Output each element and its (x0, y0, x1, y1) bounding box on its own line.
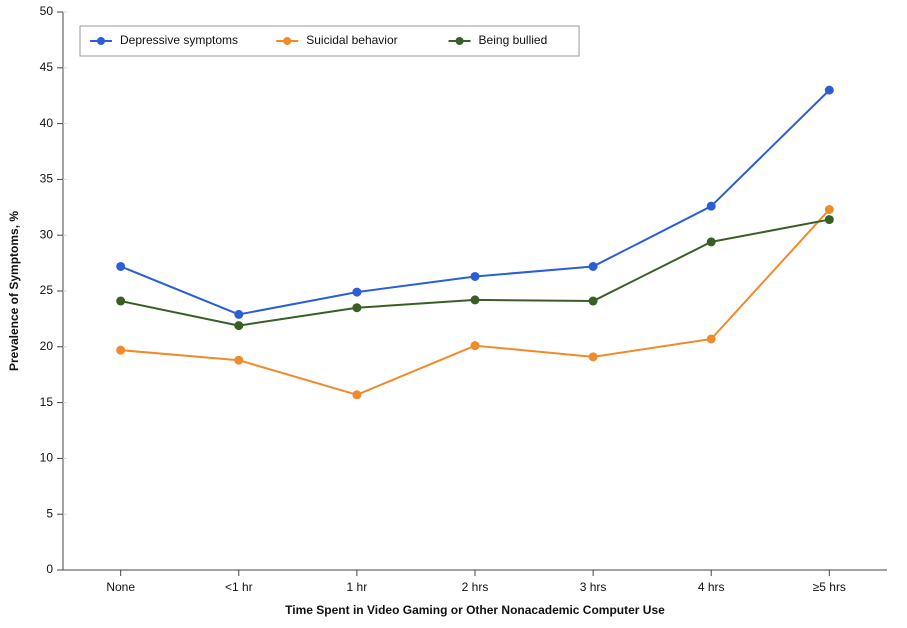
x-tick-label: 4 hrs (698, 580, 725, 594)
y-tick-label: 30 (40, 227, 54, 241)
y-tick-label: 15 (40, 395, 54, 409)
series-marker (471, 342, 479, 350)
y-tick-label: 35 (40, 172, 54, 186)
series-marker (707, 202, 715, 210)
series-marker (353, 391, 361, 399)
series-marker (235, 356, 243, 364)
chart-background (0, 0, 907, 628)
x-tick-label: None (106, 580, 135, 594)
y-tick-label: 0 (46, 562, 53, 576)
x-tick-label: ≥5 hrs (813, 580, 846, 594)
x-axis-label: Time Spent in Video Gaming or Other Nona… (285, 603, 665, 617)
y-tick-label: 50 (40, 4, 54, 18)
series-marker (471, 296, 479, 304)
y-tick-label: 25 (40, 283, 54, 297)
x-tick-label: <1 hr (225, 580, 253, 594)
legend-swatch-marker (283, 37, 291, 45)
series-marker (353, 288, 361, 296)
y-tick-label: 10 (40, 451, 54, 465)
series-marker (825, 86, 833, 94)
chart-container: 0 5 10 15 20 25 30 35 40 45 50 None <1 hr 1 hr 2 hrs 3 … (0, 0, 907, 628)
series-marker (707, 335, 715, 343)
x-tick-label: 2 hrs (462, 580, 489, 594)
series-marker (825, 216, 833, 224)
legend-swatch-marker (456, 37, 464, 45)
series-marker (235, 322, 243, 330)
series-marker (117, 346, 125, 354)
series-marker (471, 272, 479, 280)
series-marker (117, 262, 125, 270)
x-tick-label: 1 hr (347, 580, 368, 594)
series-marker (589, 297, 597, 305)
series-marker (589, 262, 597, 270)
x-tick-label: 3 hrs (580, 580, 607, 594)
y-axis-label: Prevalence of Symptoms, % (7, 211, 21, 371)
y-tick-label: 20 (40, 339, 54, 353)
y-tick-label: 5 (46, 506, 53, 520)
series-marker (117, 297, 125, 305)
legend-item-label: Suicidal behavior (306, 33, 397, 47)
legend-swatch-marker (97, 37, 105, 45)
series-marker (707, 238, 715, 246)
series-marker (235, 310, 243, 318)
legend-item-label: Being bullied (479, 33, 548, 47)
y-tick-label: 40 (40, 116, 54, 130)
y-tick-label: 45 (40, 60, 54, 74)
line-chart: 0 5 10 15 20 25 30 35 40 45 50 None <1 hr 1 hr 2 hrs 3 … (0, 0, 907, 628)
series-marker (825, 206, 833, 214)
series-marker (353, 304, 361, 312)
series-marker (589, 353, 597, 361)
legend-item-label: Depressive symptoms (120, 33, 238, 47)
